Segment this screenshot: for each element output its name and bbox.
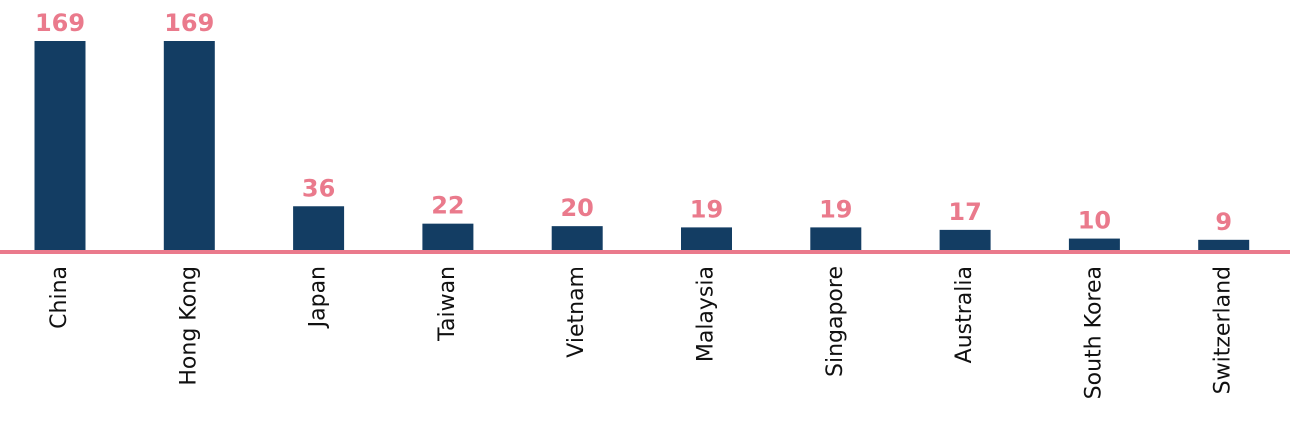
value-label: 169 (164, 9, 214, 37)
x-tick-label: Malaysia (694, 266, 719, 362)
x-tick-label: Vietnam (564, 266, 589, 358)
bar (1198, 239, 1250, 251)
x-tick-label: Hong Kong (176, 266, 201, 386)
bar (939, 229, 991, 251)
bar (551, 226, 603, 251)
x-tick-label: Japan (306, 266, 331, 329)
x-tick-label: China (47, 266, 72, 329)
x-tick-label: Switzerland (1211, 266, 1236, 394)
value-label: 22 (431, 192, 464, 220)
bar (422, 223, 474, 251)
bar (34, 41, 86, 251)
x-tick-label: South Korea (1081, 266, 1106, 399)
value-label: 19 (690, 195, 723, 223)
x-tick-label: Singapore (823, 266, 848, 377)
bar (681, 227, 732, 251)
value-label: 20 (560, 194, 593, 222)
value-label: 19 (819, 195, 852, 223)
bar (1068, 238, 1120, 251)
bar (810, 227, 862, 251)
value-label: 169 (35, 9, 85, 37)
value-label: 10 (1078, 207, 1111, 235)
value-label: 9 (1215, 208, 1232, 236)
x-tick-label: Australia (952, 266, 977, 363)
bar (293, 206, 345, 251)
x-tick-label: Taiwan (435, 266, 460, 342)
value-label: 17 (948, 198, 981, 226)
bar (163, 41, 215, 251)
value-label: 36 (302, 174, 335, 202)
